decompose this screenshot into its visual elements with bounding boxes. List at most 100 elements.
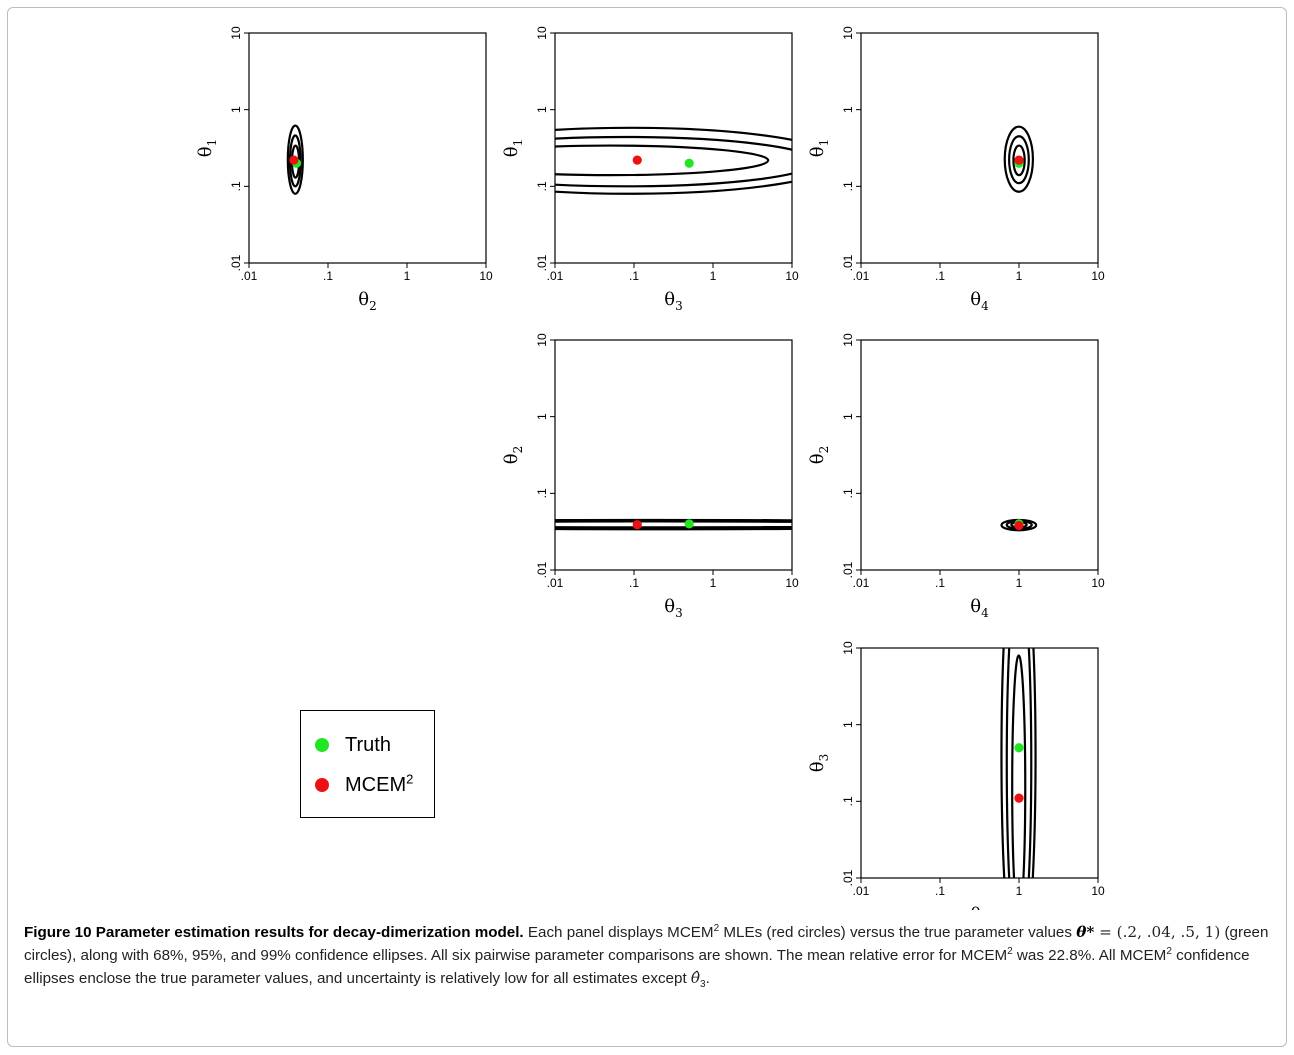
y-axis-label: θ1 (501, 139, 525, 157)
ellipse-group (1003, 125, 1035, 193)
y-tick-label: 1 (229, 106, 243, 113)
legend-truth-label: Truth (345, 733, 391, 756)
legend-mle-label: MCEM2 (345, 770, 414, 796)
caption-sup-2: 2 (1007, 945, 1013, 957)
legend: Truth MCEM2 (300, 710, 435, 818)
caption-equation: = (.2, .04, .5, 1) (1094, 923, 1221, 941)
truth-point (1014, 743, 1024, 753)
x-tick-label: .01 (853, 884, 870, 898)
panel-p23: .01 .1 1 10 .01 .1 1 10 θ3 θ2 (501, 333, 799, 620)
panel-p34: .01 .1 1 10 .01 .1 1 10 θ4 θ3 (807, 641, 1105, 910)
ellipse-group (555, 126, 792, 195)
y-tick-label: 1 (841, 106, 855, 113)
y-tick-label: .1 (841, 796, 855, 806)
caption-sup-1: 2 (713, 922, 720, 934)
mle-point (1014, 520, 1024, 531)
x-tick-label: .1 (323, 269, 333, 283)
y-axis-label: θ2 (807, 446, 831, 464)
x-tick-label: 10 (785, 269, 799, 283)
x-axis-label: θ2 (358, 289, 376, 313)
y-tick-label: .01 (841, 561, 855, 578)
x-tick-label: 1 (710, 576, 717, 590)
caption-text-4: was 22.8%. All MCEM (1012, 947, 1167, 964)
x-tick-label: 10 (479, 269, 493, 283)
y-tick-label: .01 (229, 254, 243, 271)
y-tick-label: .01 (841, 254, 855, 271)
mle-point (632, 520, 642, 530)
caption-sup-3: 2 (1166, 945, 1172, 957)
caption-theta-star: θ* (1076, 923, 1095, 941)
confidence-ellipse-99pct (286, 124, 304, 195)
x-tick-label: 10 (1091, 576, 1105, 590)
ellipse-group (286, 124, 304, 195)
y-tick-label: 10 (535, 26, 549, 40)
x-tick-label: 1 (1016, 884, 1023, 898)
caption-theta-hat-sub: 3 (700, 979, 706, 991)
x-tick-label: 1 (710, 269, 717, 283)
confidence-ellipse-99pct (555, 126, 792, 195)
confidence-ellipse-95pct (1005, 648, 1033, 878)
x-axis-label: θ4 (970, 596, 989, 620)
legend-item-truth: Truth (315, 733, 391, 757)
y-axis-label: θ1 (195, 139, 219, 157)
y-tick-label: .1 (229, 181, 243, 191)
panel-p24: .01 .1 1 10 .01 .1 1 10 θ4 θ2 (807, 333, 1105, 620)
x-tick-label: 10 (1091, 269, 1105, 283)
ellipse-group (1000, 648, 1037, 878)
y-axis-label: θ1 (807, 139, 831, 157)
y-tick-label: 1 (535, 106, 549, 113)
x-tick-label: .01 (853, 269, 870, 283)
panel-p14: .01 .1 1 10 .01 .1 1 10 θ4 θ1 (807, 26, 1105, 313)
panel-p13: .01 .1 1 10 .01 .1 1 10 θ3 θ1 (501, 26, 799, 313)
x-axis-label: θ4 (970, 289, 989, 313)
plot-frame (860, 339, 1099, 571)
y-tick-label: .1 (841, 181, 855, 191)
figure-caption: Figure 10 Parameter estimation results f… (24, 921, 1279, 996)
truth-point (684, 158, 694, 168)
y-tick-label: 1 (841, 413, 855, 420)
plot-frame (554, 339, 793, 571)
truth-point (684, 519, 694, 529)
confidence-ellipse-68pct (1012, 144, 1026, 177)
x-tick-label: 1 (404, 269, 411, 283)
y-tick-label: 10 (535, 333, 549, 347)
x-axis-label: θ4 (970, 904, 989, 910)
x-tick-label: 10 (1091, 884, 1105, 898)
legend-mle-marker (315, 778, 329, 792)
caption-text-6: . (705, 970, 710, 987)
x-axis-label: θ3 (664, 289, 682, 313)
caption-text-1: Each panel displays MCEM (523, 924, 714, 941)
x-tick-label: .1 (935, 269, 945, 283)
confidence-ellipse-68pct (1011, 654, 1027, 878)
y-axis-label: θ3 (807, 754, 831, 772)
panel-p12: .01 .1 1 10 .01 .1 1 10 θ2 θ1 (195, 26, 493, 313)
y-tick-label: .1 (535, 488, 549, 498)
x-tick-label: 1 (1016, 576, 1023, 590)
mle-point (1014, 793, 1024, 803)
y-tick-label: .01 (535, 254, 549, 271)
y-tick-label: .01 (841, 869, 855, 886)
y-tick-label: .1 (841, 488, 855, 498)
y-axis-label: θ2 (501, 446, 525, 464)
caption-title: Figure 10 Parameter estimation results f… (24, 924, 524, 941)
x-tick-label: .01 (853, 576, 870, 590)
confidence-ellipse-68pct (555, 144, 770, 177)
confidence-ellipse-99pct (1000, 648, 1037, 878)
x-tick-label: 10 (785, 576, 799, 590)
plot-frame (554, 32, 793, 264)
plot-frame (860, 32, 1099, 264)
figure-frame (7, 7, 1287, 1047)
x-tick-label: .1 (629, 576, 639, 590)
x-tick-label: .1 (629, 269, 639, 283)
caption-text-3: (green circles), along with 68%, 95%, an… (24, 924, 1269, 964)
legend-truth-marker (315, 738, 329, 752)
y-tick-label: 1 (841, 721, 855, 728)
confidence-ellipse-99pct (555, 518, 792, 531)
y-tick-label: .1 (535, 181, 549, 191)
confidence-ellipse-99pct (1003, 125, 1035, 193)
legend-item-mle: MCEM2 (315, 770, 414, 797)
x-axis-label: θ3 (664, 596, 682, 620)
y-tick-label: 10 (841, 333, 855, 347)
mle-point (1014, 155, 1024, 165)
y-tick-label: 1 (535, 413, 549, 420)
